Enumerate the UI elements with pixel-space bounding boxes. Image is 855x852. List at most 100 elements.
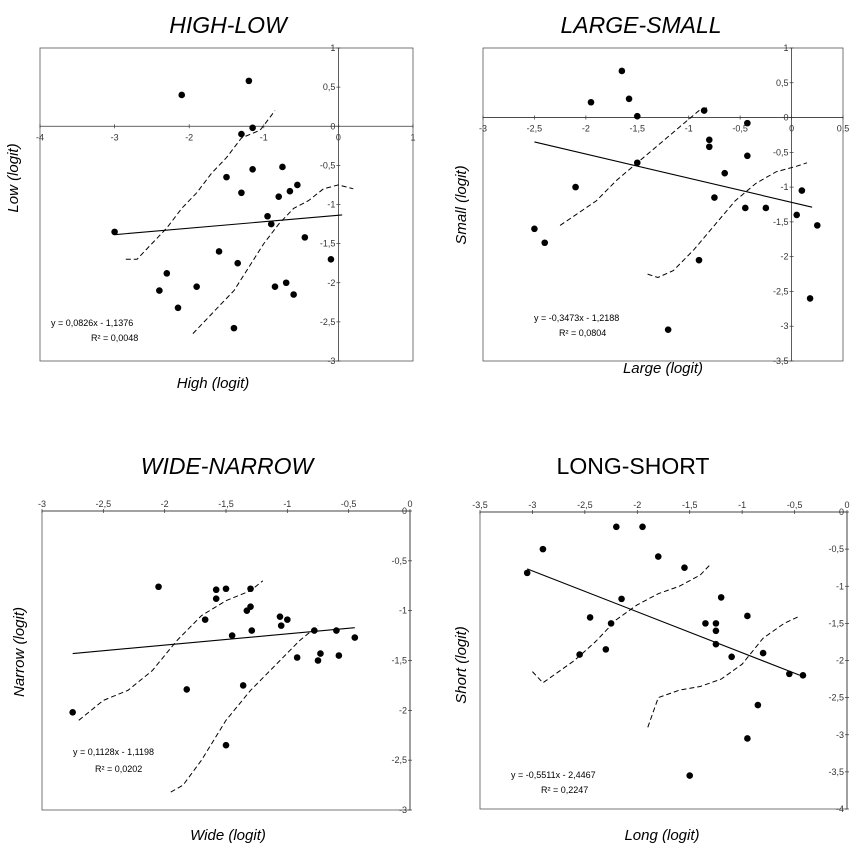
y-tick-label: 0: [839, 507, 844, 517]
data-point: [602, 646, 610, 653]
y-tick-label: -3,5: [773, 356, 789, 366]
x-tick-label: -2: [633, 500, 641, 510]
data-point: [705, 143, 713, 151]
data-point: [178, 91, 186, 99]
data-point: [712, 620, 720, 627]
y-tick-label: -2: [836, 656, 844, 666]
data-point: [247, 585, 254, 593]
y-tick-label: -1: [399, 606, 407, 616]
confidence-band-upper: [78, 580, 264, 721]
y-tick-label: -2: [327, 278, 335, 288]
data-point: [664, 326, 672, 334]
y-tick-label: -3: [836, 730, 844, 740]
data-point: [754, 701, 762, 709]
data-point: [712, 640, 720, 648]
data-point: [744, 612, 751, 620]
r-squared-label: R² = 0,2247: [541, 785, 588, 795]
x-tick-label: -1: [260, 132, 268, 142]
data-point: [351, 634, 359, 641]
data-point: [695, 256, 703, 264]
confidence-band-upper: [532, 563, 712, 684]
data-point: [317, 650, 324, 657]
data-point: [744, 735, 751, 742]
data-point: [333, 627, 340, 634]
x-tick-label: -3: [479, 124, 487, 134]
data-point: [163, 270, 171, 277]
y-axis-label: Narrow (logit): [11, 607, 28, 697]
data-point: [271, 283, 279, 290]
x-tick-label: -4: [36, 132, 44, 142]
x-tick-label: -2: [185, 132, 193, 142]
x-tick-label: -3,5: [472, 500, 488, 510]
data-point: [228, 632, 236, 639]
data-point: [193, 283, 200, 290]
y-tick-label: -3,5: [828, 767, 844, 777]
x-tick-label: 0: [844, 500, 849, 510]
regression-equation: y = 0,1128x - 1,1198: [73, 747, 154, 757]
data-point: [234, 259, 241, 267]
y-axis-label: Short (logit): [453, 626, 470, 704]
x-tick-label: 1: [410, 132, 415, 142]
r-squared-label: R² = 0,0048: [91, 333, 138, 343]
x-tick-label: -0,5: [732, 124, 748, 134]
y-tick-label: -3: [399, 805, 407, 815]
data-point: [686, 772, 694, 779]
data-point: [587, 98, 595, 106]
data-point: [276, 613, 284, 620]
x-tick-label: -3: [111, 132, 119, 142]
data-point: [222, 741, 230, 749]
x-tick-label: -1: [685, 124, 693, 134]
x-tick-label: -1: [283, 499, 291, 509]
data-point: [799, 672, 807, 679]
data-point: [613, 523, 620, 531]
chart-4: -3,5 -3 -2,5 -2 -1,5 -1 -0,5 00 -0,5 -1 -1,5 -2 -2,5…: [453, 453, 850, 844]
y-tick-label: -0,5: [391, 556, 407, 566]
data-point: [744, 119, 751, 127]
x-tick-label: -2,5: [96, 499, 112, 509]
x-tick-label: -1: [738, 500, 746, 510]
data-point: [215, 248, 223, 255]
data-point: [249, 165, 256, 173]
x-tick-label: 0,5: [837, 124, 850, 134]
data-point: [633, 112, 641, 120]
y-tick-label: -4: [836, 804, 844, 814]
y-tick-label: -2,5: [828, 693, 844, 703]
data-point: [239, 682, 247, 689]
chart-3: -3 -2,5 -2 -1,5 -1 -0,5 00 -0,5 -1 -1,5 -2 -2,5 -3 WI…: [11, 453, 413, 844]
y-tick-label: -2,5: [320, 317, 336, 327]
data-point: [741, 204, 749, 212]
data-point: [728, 653, 735, 661]
regression-line: [72, 627, 355, 655]
y-tick-label: -0,5: [773, 147, 789, 157]
data-point: [314, 657, 322, 664]
data-point: [311, 627, 318, 634]
data-point: [717, 594, 725, 601]
data-point: [541, 239, 549, 247]
y-tick-label: -0,5: [828, 544, 844, 554]
y-tick-label: 0,5: [323, 82, 336, 92]
data-point: [813, 222, 821, 229]
data-point: [681, 564, 688, 571]
r-squared-label: R² = 0,0804: [559, 328, 606, 338]
y-tick-label: -1,5: [773, 217, 789, 227]
data-point: [625, 95, 633, 103]
x-tick-label: -1,5: [682, 500, 698, 510]
confidence-band-lower: [647, 162, 808, 279]
data-point: [335, 652, 343, 659]
plot-frame: [39, 47, 414, 362]
chart-title: LONG-SHORT: [557, 453, 710, 479]
data-point: [712, 627, 720, 635]
data-point: [290, 291, 297, 298]
data-point: [223, 173, 230, 181]
y-tick-label: -1: [781, 182, 789, 192]
data-point: [279, 163, 286, 171]
x-tick-label: -0,5: [787, 500, 803, 510]
y-axis-label: Low (logit): [5, 143, 22, 212]
y-tick-label: -3: [327, 356, 335, 366]
data-point: [576, 651, 583, 658]
chart-1: -4 -3 -2 -1 0 1 1 0,5 0 -0,5 -1 -1,5 -2 -2,5 -3 HIGH-LO…: [5, 12, 416, 392]
data-point: [249, 124, 256, 132]
plot-frame: [482, 47, 844, 362]
data-point: [284, 616, 291, 623]
